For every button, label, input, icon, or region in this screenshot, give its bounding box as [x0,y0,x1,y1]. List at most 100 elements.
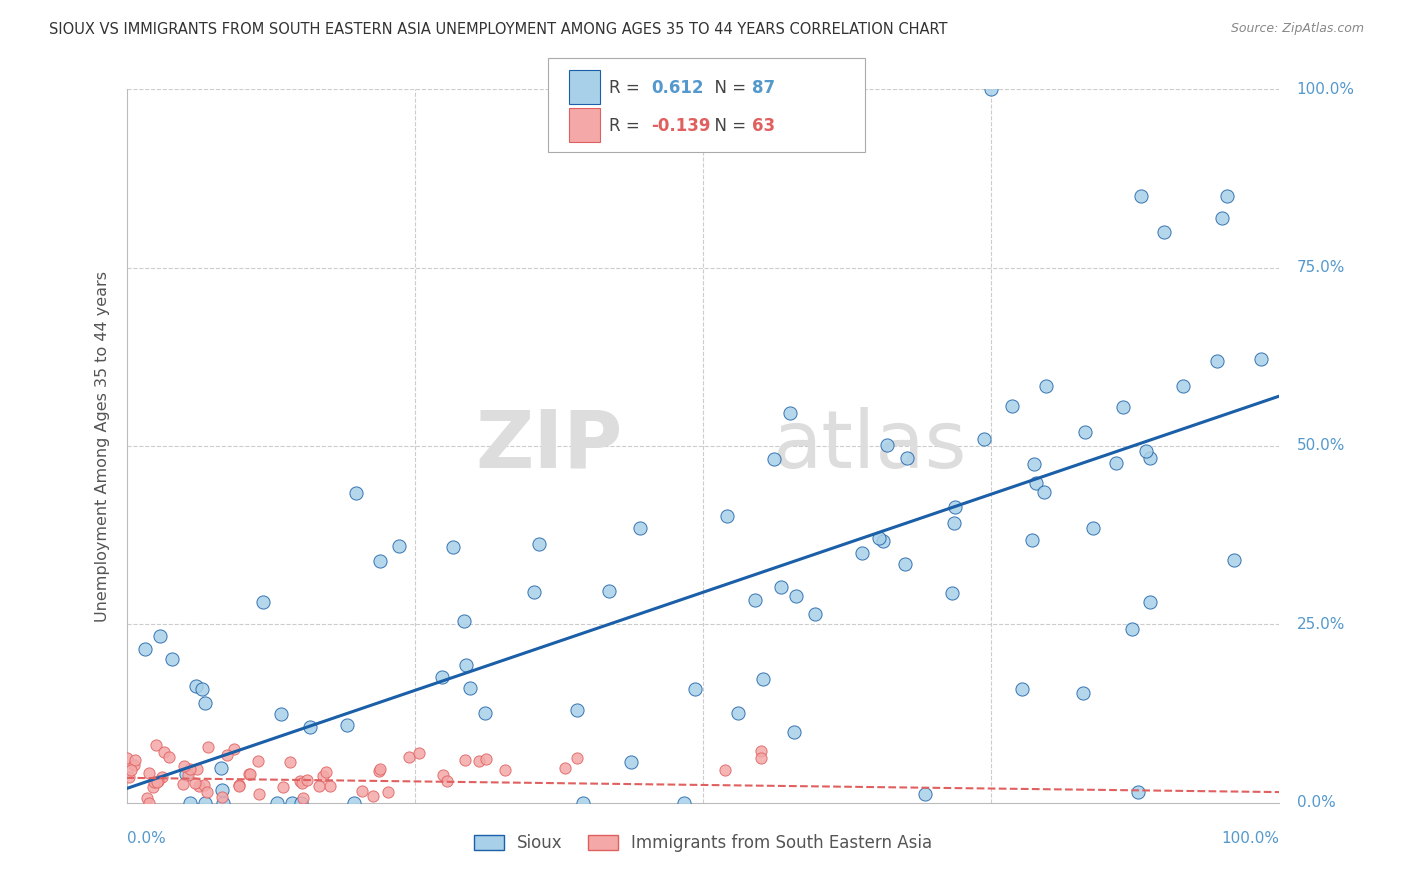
Point [174,767,197,781]
Point [1223,552,1246,566]
Point [565,703,588,717]
Legend: Sioux, Immigrants from South Eastern Asia: Sioux, Immigrants from South Eastern Asi… [467,828,939,859]
Point [352,784,374,798]
Point [432,669,454,683]
Point [120,764,142,778]
Point [179,762,201,776]
Point [271,780,294,794]
Y-axis label: Unemployment Among Ages 35 to 44 years: Unemployment Among Ages 35 to 44 years [94,270,110,622]
Point [751,672,773,686]
Text: 50.0%: 50.0% [1296,439,1346,453]
Point [868,531,890,545]
Point [184,776,207,790]
Point [494,763,516,777]
Point [228,778,250,792]
Point [398,750,420,764]
Point [770,580,793,594]
Point [157,749,180,764]
Point [1112,401,1135,415]
Point [118,770,141,784]
Point [943,516,966,531]
Point [197,739,219,754]
Point [153,745,176,759]
Text: 25.0%: 25.0% [1296,617,1346,632]
Point [184,679,207,693]
Point [298,720,321,734]
Point [215,747,238,762]
Point [567,751,589,765]
Point [454,753,477,767]
Point [124,753,146,767]
Point [344,486,367,500]
Point [115,751,138,765]
Text: R =: R = [609,78,645,97]
Point [191,682,214,697]
Point [315,765,337,780]
Point [683,681,706,696]
Point [894,557,917,571]
Point [179,796,201,810]
Point [377,785,399,799]
Point [211,796,233,810]
Point [1126,785,1149,799]
Text: 0.0%: 0.0% [1296,796,1336,810]
Point [783,725,806,739]
Point [211,789,233,804]
Point [475,751,498,765]
Text: -0.139: -0.139 [651,117,710,135]
Point [598,584,620,599]
Point [211,760,233,774]
Point [943,500,966,515]
Point [1216,189,1239,203]
Point [368,762,391,776]
Point [896,451,918,466]
Point [188,780,211,794]
Point [620,756,643,770]
Point [288,773,311,788]
Point [458,681,481,695]
Point [252,594,274,608]
Point [914,788,936,802]
Point [194,796,217,810]
Text: SIOUX VS IMMIGRANTS FROM SOUTH EASTERN ASIA UNEMPLOYMENT AMONG AGES 35 TO 44 YEA: SIOUX VS IMMIGRANTS FROM SOUTH EASTERN A… [49,22,948,37]
Point [281,796,304,810]
Point [246,754,269,768]
Point [361,789,384,804]
Point [211,782,233,797]
Point [554,761,576,775]
Point [973,432,995,446]
Point [336,718,359,732]
Point [193,778,215,792]
Point [291,776,314,790]
Point [779,406,801,420]
Point [980,82,1002,96]
Point [672,796,695,810]
Text: 0.612: 0.612 [651,78,703,97]
Point [1025,476,1047,491]
Point [1001,399,1024,413]
Point [842,82,865,96]
Point [138,765,160,780]
Point [785,589,807,603]
Point [308,779,330,793]
Point [1071,686,1094,700]
Point [318,779,340,793]
Point [312,769,335,783]
Point [432,768,454,782]
Point [408,746,430,760]
Point [141,780,163,794]
Point [744,593,766,607]
Point [388,540,411,554]
Point [195,785,218,799]
Point [1171,378,1194,392]
Text: ZIP: ZIP [475,407,623,485]
Point [370,553,392,567]
Point [138,796,160,810]
Point [1139,450,1161,465]
Text: N =: N = [704,78,752,97]
Text: 100.0%: 100.0% [1296,82,1355,96]
Point [1022,457,1045,471]
Point [1250,351,1272,366]
Point [152,770,174,784]
Point [146,775,169,789]
